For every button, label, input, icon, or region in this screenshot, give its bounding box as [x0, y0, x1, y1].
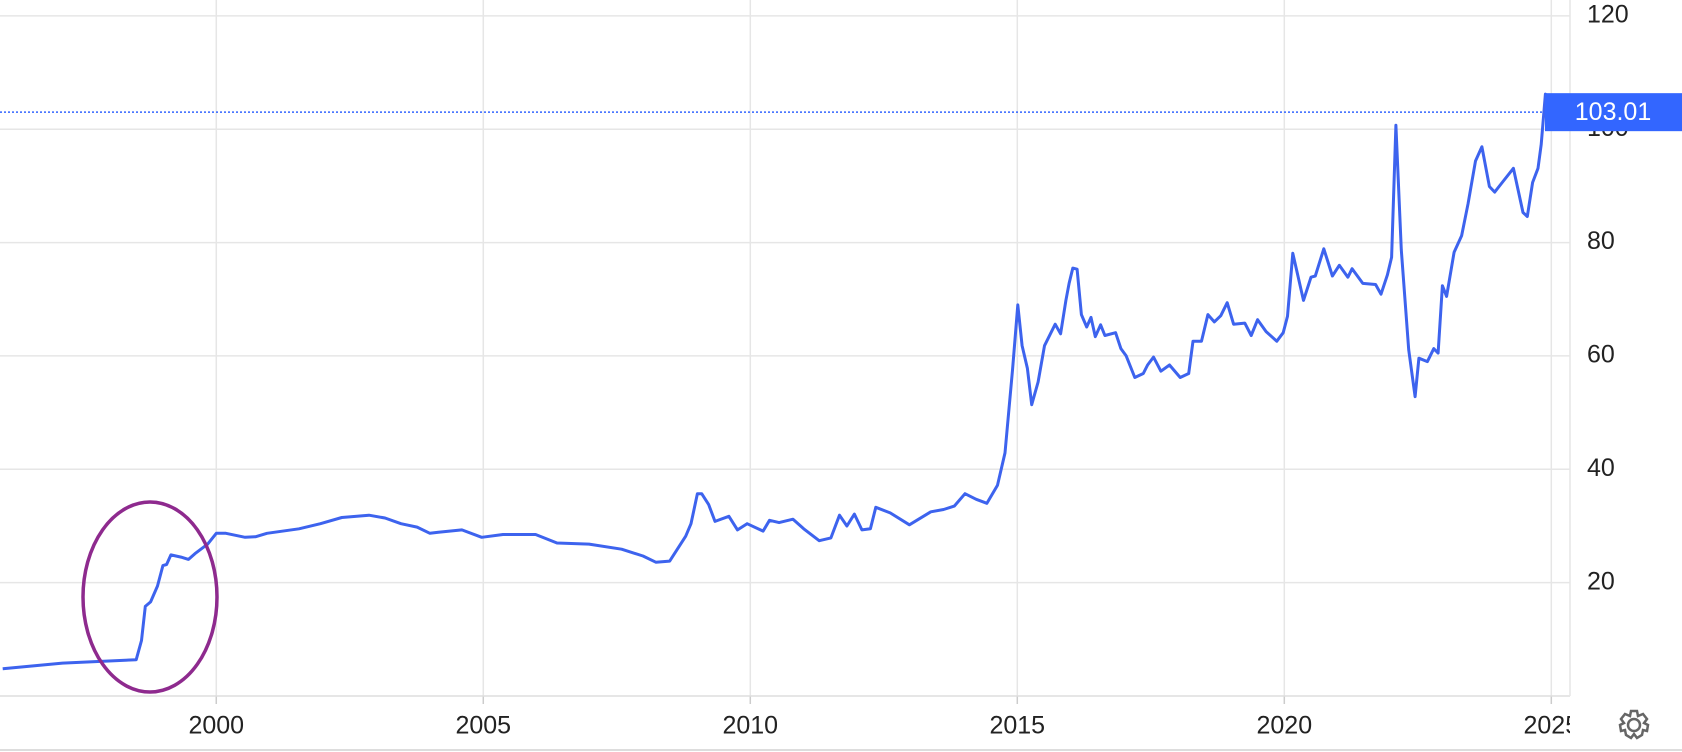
y-tick-label: 80: [1587, 227, 1615, 255]
plot: [2, 92, 1551, 671]
x-axis: 2000 2005 2010 2015 2020 2025: [188, 712, 1579, 740]
annotation: 103.01: [0, 93, 1682, 132]
y-tick-label: 120: [1587, 0, 1629, 28]
grid: 20406080100120: [0, 0, 1629, 704]
x-tick-label: 2015: [989, 712, 1045, 740]
x-tick-label: 2010: [722, 712, 778, 740]
y-tick-label: 40: [1587, 454, 1615, 482]
x-tick-label: 2005: [455, 712, 511, 740]
x-tick-label: 2000: [188, 712, 244, 740]
line-series: [2, 92, 1551, 671]
y-tick-label: 20: [1587, 567, 1615, 595]
y-tick-label: 60: [1587, 341, 1615, 369]
highlight-circle: [81, 500, 219, 694]
last-value-badge: [1545, 93, 1682, 132]
x-tick-label: 2020: [1256, 712, 1312, 740]
last-value-label: 103.01: [1575, 98, 1651, 126]
x-tick-label: 2025: [1523, 712, 1579, 740]
settings-icon[interactable]: [1618, 709, 1650, 740]
